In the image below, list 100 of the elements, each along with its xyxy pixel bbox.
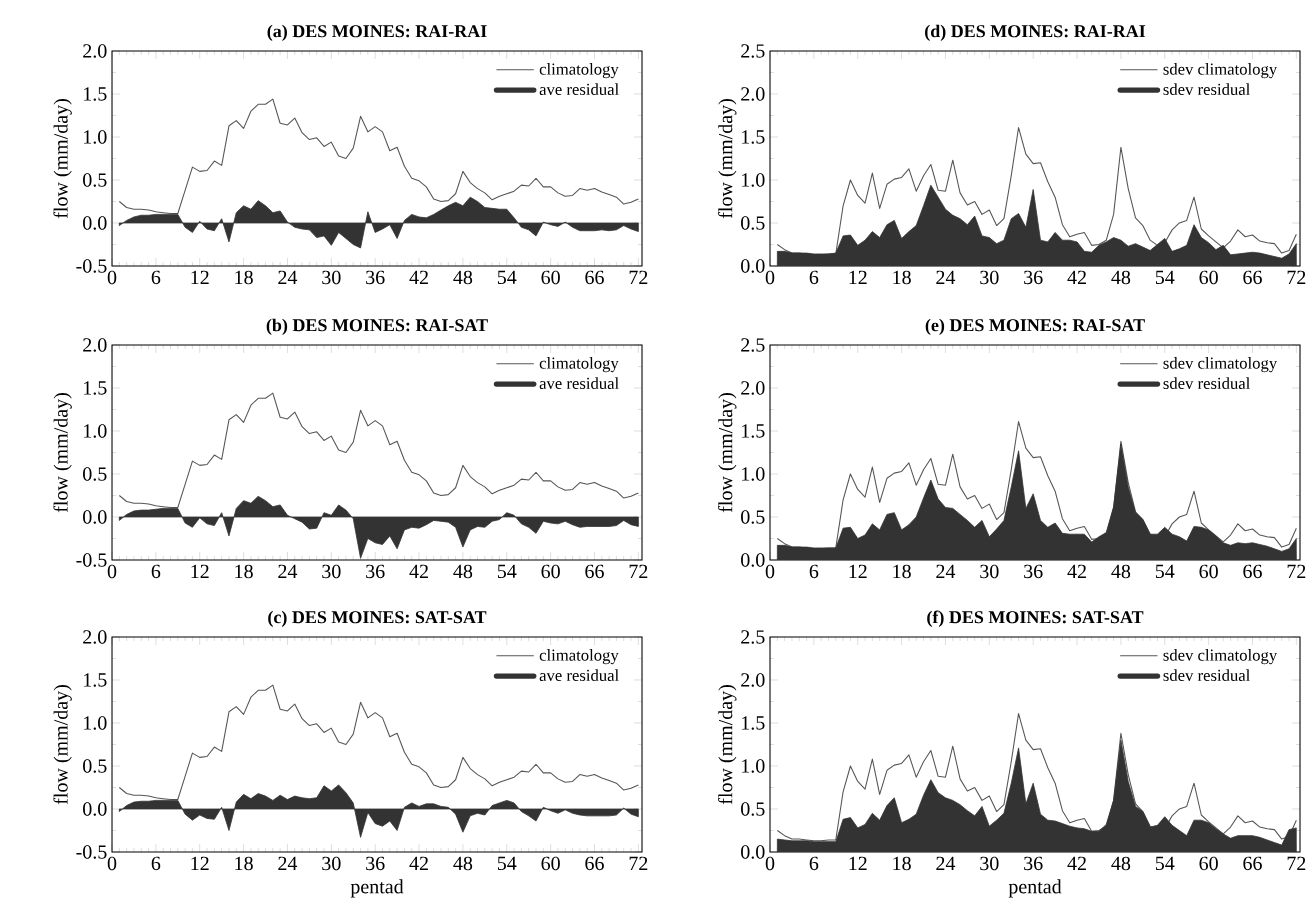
x-tick-label: 66 — [1243, 270, 1262, 285]
y-tick-label: 2.5 — [741, 630, 765, 644]
x-tick-label: 54 — [497, 564, 517, 579]
x-tick-label: 66 — [1243, 856, 1262, 871]
y-tick-label: 0.0 — [741, 259, 765, 273]
x-tick-label: 48 — [453, 564, 473, 579]
y-tick-label: 1.0 — [742, 173, 765, 187]
y-tick-label: 0.0 — [741, 553, 765, 567]
y-tick-label: 1.0 — [742, 759, 765, 773]
y-tick-label: 0.0 — [83, 510, 107, 524]
x-tick-label: 42 — [1067, 270, 1086, 284]
x-tick-label: 0 — [107, 270, 117, 285]
legend-label: ave residual — [539, 669, 619, 681]
legend-label: climatology — [539, 357, 619, 373]
y-tick-label: 0.5 — [741, 802, 765, 816]
x-tick-label: 54 — [1155, 270, 1175, 285]
x-tick-label: 12 — [849, 856, 867, 870]
line-series — [776, 712, 1297, 842]
y-tick-label: 2.0 — [741, 381, 765, 395]
x-tick-label: 48 — [1111, 270, 1131, 285]
legend-label: sdev residual — [1163, 669, 1250, 681]
chart-title: (c) DES MOINES: SAT-SAT — [268, 610, 487, 627]
x-tick-label: 12 — [191, 856, 209, 870]
x-tick-label: 42 — [1067, 856, 1086, 870]
x-tick-label: 30 — [322, 856, 341, 871]
legend-label: sdev climatology — [1163, 357, 1278, 373]
y-tick-label: 2.5 — [741, 44, 765, 58]
x-tick-label: 6 — [151, 564, 161, 579]
x-tick-label: 54 — [1155, 564, 1175, 579]
y-tick-label: 0.5 — [741, 216, 765, 230]
legend-label: sdev residual — [1163, 83, 1250, 95]
x-tick-label: 48 — [453, 270, 473, 285]
y-tick-label: 2.0 — [83, 338, 107, 352]
y-tick-label: 1.0 — [742, 467, 765, 481]
y-tick-label: 0.0 — [83, 216, 107, 230]
y-tick-label: 1.5 — [84, 673, 107, 687]
x-tick-label: 60 — [541, 270, 560, 285]
x-tick-label: 12 — [191, 270, 209, 284]
y-tick-label: -0.5 — [76, 553, 107, 567]
x-tick-label: 12 — [191, 564, 209, 578]
x-tick-label: 72 — [629, 856, 648, 870]
y-tick-label: 2.0 — [83, 44, 107, 58]
chart-title: (f) DES MOINES: SAT-SAT — [927, 610, 1144, 627]
x-tick-label: 36 — [1024, 270, 1043, 285]
y-tick-label: 1.5 — [84, 87, 107, 101]
legend-label: ave residual — [539, 377, 619, 389]
x-tick-label: 30 — [980, 856, 999, 871]
x-tick-label: 18 — [893, 564, 911, 579]
x-tick-label: 72 — [629, 564, 648, 578]
x-tick-label: 6 — [809, 270, 819, 285]
x-tick-label: 66 — [585, 856, 604, 871]
y-tick-label: 0.0 — [741, 845, 765, 859]
y-axis-title: flow (mm/day) — [53, 393, 72, 513]
chart-title: (e) DES MOINES: RAI-SAT — [925, 318, 1145, 335]
legend-label: climatology — [539, 649, 619, 665]
x-tick-label: 72 — [1287, 270, 1306, 284]
y-tick-label: 1.0 — [84, 716, 107, 730]
x-tick-label: 66 — [585, 270, 604, 285]
legend-label: sdev climatology — [1163, 63, 1278, 79]
x-tick-label: 0 — [765, 564, 775, 579]
x-tick-label: 6 — [151, 856, 161, 871]
x-axis-title: pentad — [350, 879, 404, 898]
x-tick-label: 60 — [1199, 564, 1218, 579]
x-tick-label: 54 — [1155, 856, 1175, 871]
legend-label: sdev residual — [1163, 377, 1250, 389]
x-tick-label: 0 — [107, 856, 117, 871]
x-tick-label: 72 — [629, 270, 648, 284]
x-tick-label: 18 — [235, 856, 253, 871]
x-tick-label: 24 — [278, 564, 298, 578]
x-tick-label: 66 — [1243, 564, 1262, 579]
x-tick-label: 30 — [322, 270, 341, 285]
x-tick-label: 42 — [409, 856, 428, 870]
y-axis-title: flow (mm/day) — [718, 685, 737, 805]
x-tick-label: 18 — [893, 856, 911, 871]
x-tick-label: 6 — [151, 270, 161, 285]
x-tick-label: 54 — [497, 270, 517, 285]
x-tick-label: 30 — [980, 564, 999, 579]
x-tick-label: 30 — [322, 564, 341, 579]
x-tick-label: 60 — [541, 856, 560, 871]
y-tick-label: 1.0 — [84, 424, 107, 438]
x-tick-label: 66 — [585, 564, 604, 579]
legend-label: climatology — [539, 63, 619, 79]
x-tick-label: 18 — [893, 270, 911, 285]
y-tick-label: 2.5 — [741, 338, 765, 352]
x-tick-label: 36 — [366, 564, 385, 579]
x-tick-label: 24 — [278, 856, 298, 870]
chart-title: (b) DES MOINES: RAI-SAT — [266, 318, 488, 335]
y-tick-label: 1.5 — [742, 130, 765, 144]
x-tick-label: 54 — [497, 856, 517, 871]
x-tick-label: 48 — [453, 856, 473, 871]
x-tick-label: 24 — [278, 270, 298, 284]
x-tick-label: 24 — [936, 564, 956, 578]
chart-title: (a) DES MOINES: RAI-RAI — [267, 24, 487, 41]
legend-label: ave residual — [539, 83, 619, 95]
y-axis-title: flow (mm/day) — [53, 99, 72, 219]
x-tick-label: 42 — [409, 564, 428, 578]
x-tick-label: 18 — [235, 270, 253, 285]
y-tick-label: 0.0 — [83, 802, 107, 816]
line-series — [118, 392, 639, 509]
x-tick-label: 0 — [765, 270, 775, 285]
